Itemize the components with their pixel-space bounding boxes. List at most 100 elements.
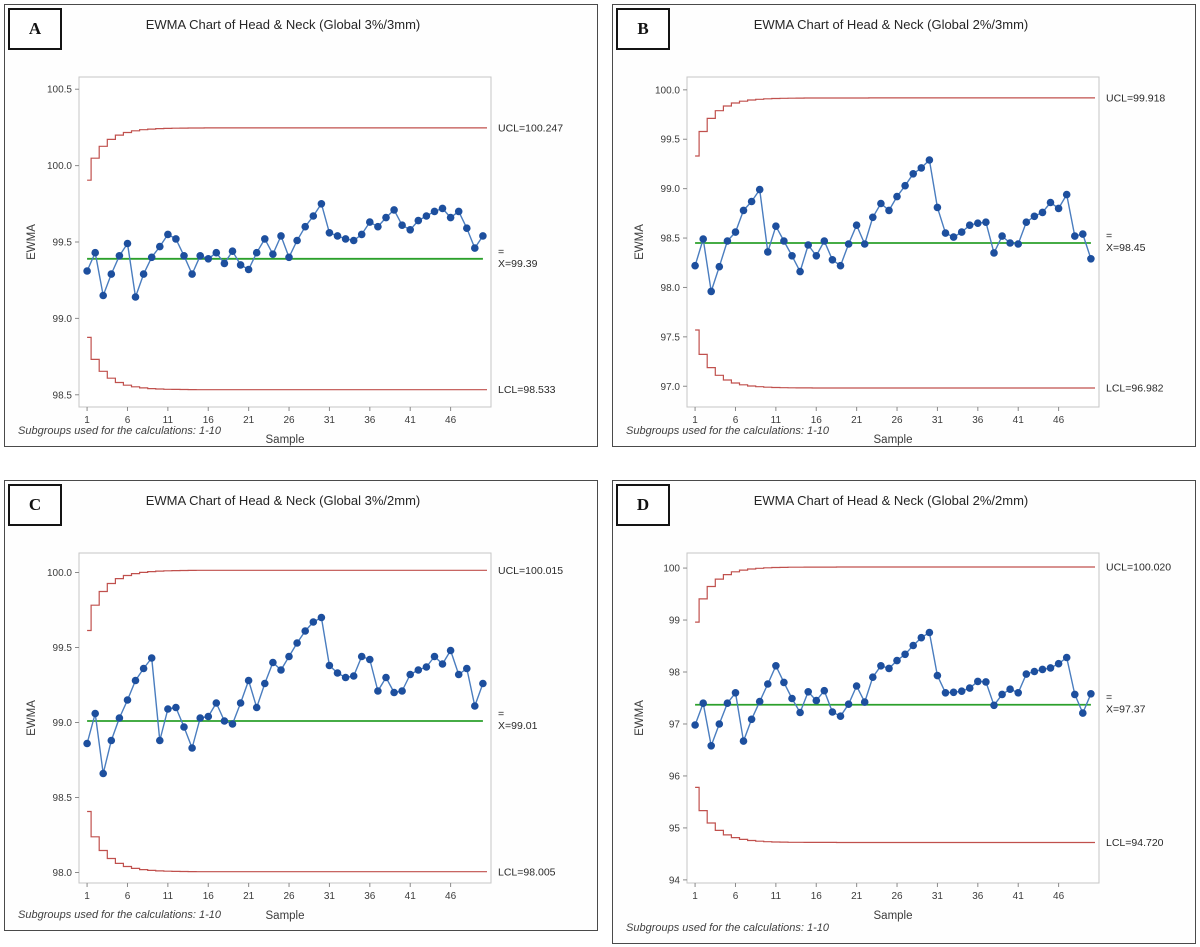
data-point xyxy=(406,670,415,679)
data-point xyxy=(836,261,845,270)
panel-b-chart-title: EWMA Chart of Head & Neck (Global 2%/3mm… xyxy=(753,17,1029,32)
data-point xyxy=(731,228,740,236)
x-tick-label: 41 xyxy=(1013,891,1025,902)
data-point xyxy=(1079,230,1087,238)
data-point xyxy=(1030,212,1039,221)
data-point xyxy=(885,206,893,215)
data-point xyxy=(269,250,277,258)
ewma-chart-b: 100.099.599.098.598.097.597.01 6 11 16 21 26 3… xyxy=(634,76,1165,446)
data-point xyxy=(374,222,382,231)
data-point xyxy=(261,679,269,688)
x-tick-label: 6 xyxy=(733,415,739,426)
data-point xyxy=(772,222,780,230)
data-point xyxy=(1014,240,1022,248)
x-tick-label: 26 xyxy=(891,415,903,426)
x-tick-label: 31 xyxy=(932,415,944,426)
data-point xyxy=(796,708,804,717)
data-point xyxy=(204,712,213,721)
data-point xyxy=(828,708,837,716)
x-tick-label: 36 xyxy=(972,891,984,902)
data-point xyxy=(406,226,415,234)
data-point xyxy=(398,687,406,695)
data-point xyxy=(390,206,398,214)
y-tick-label: 99.5 xyxy=(661,135,681,146)
data-point xyxy=(796,267,804,276)
x-tick-label: 46 xyxy=(445,415,457,426)
y-axis-title: EWMA xyxy=(634,700,646,736)
data-point xyxy=(982,218,990,226)
ucl-label: UCL=100.020 xyxy=(1106,562,1171,574)
center-label-overbar: = xyxy=(1106,692,1112,704)
data-point xyxy=(285,253,293,262)
data-point xyxy=(139,270,148,278)
data-point xyxy=(164,705,172,713)
plot-area xyxy=(78,76,492,408)
data-point xyxy=(123,239,132,248)
data-point xyxy=(820,237,829,245)
panel-b-subgroups-note: Subgroups used for the calculations: 1-1… xyxy=(626,425,830,437)
y-tick-label: 99.5 xyxy=(53,238,73,249)
data-point xyxy=(188,744,196,752)
x-tick-label: 1 xyxy=(84,891,90,902)
y-tick-label: 96 xyxy=(669,771,681,782)
data-point xyxy=(99,291,107,300)
data-point xyxy=(812,696,821,705)
data-point xyxy=(852,682,861,690)
plot-area xyxy=(686,76,1100,408)
y-tick-label: 98.0 xyxy=(661,283,681,294)
data-point xyxy=(707,287,715,296)
data-point xyxy=(780,237,788,245)
data-point xyxy=(844,700,853,708)
data-point xyxy=(974,677,982,686)
data-point xyxy=(1006,239,1014,247)
data-point xyxy=(244,676,253,685)
data-point xyxy=(131,676,140,685)
y-axis-title: EWMA xyxy=(26,224,38,260)
data-point xyxy=(731,689,740,697)
data-point xyxy=(901,650,909,659)
x-tick-label: 46 xyxy=(1053,891,1065,902)
data-point xyxy=(293,639,301,647)
data-point xyxy=(277,666,285,674)
data-point xyxy=(1062,653,1071,662)
data-point xyxy=(309,618,318,626)
y-tick-label: 99.0 xyxy=(53,718,73,729)
data-point xyxy=(277,232,285,240)
x-tick-label: 21 xyxy=(851,891,863,902)
center-label: X=97.37 xyxy=(1106,704,1146,716)
data-point xyxy=(147,654,156,662)
data-point xyxy=(341,673,350,682)
data-point xyxy=(212,248,221,257)
data-point xyxy=(196,252,204,260)
data-point xyxy=(925,628,934,637)
data-point xyxy=(220,259,229,268)
data-point xyxy=(755,697,764,706)
panel-d: D EWMA Chart of Head & Neck (Global 2%/2… xyxy=(612,480,1196,944)
x-tick-label: 1 xyxy=(692,891,698,902)
data-point xyxy=(115,252,124,260)
data-point xyxy=(1006,685,1014,693)
data-point xyxy=(366,218,374,226)
y-tick-label: 95 xyxy=(669,823,681,834)
data-point xyxy=(196,714,204,722)
data-point xyxy=(844,240,853,248)
panel-a-letter: A xyxy=(28,19,42,38)
lcl-label: LCL=94.720 xyxy=(1106,837,1164,849)
data-point xyxy=(333,232,342,240)
data-point xyxy=(957,228,966,236)
y-tick-label: 98.5 xyxy=(53,793,73,804)
data-point xyxy=(998,690,1006,699)
data-point xyxy=(917,164,926,172)
data-point xyxy=(252,703,261,712)
data-point xyxy=(301,627,310,635)
data-point xyxy=(341,235,350,243)
panel-c-subgroups-note: Subgroups used for the calculations: 1-1… xyxy=(18,909,222,921)
data-point xyxy=(933,203,942,212)
data-point xyxy=(269,658,277,667)
data-point xyxy=(1038,208,1047,217)
x-tick-label: 21 xyxy=(851,415,863,426)
y-tick-label: 97.0 xyxy=(661,382,681,393)
data-point xyxy=(941,689,950,697)
